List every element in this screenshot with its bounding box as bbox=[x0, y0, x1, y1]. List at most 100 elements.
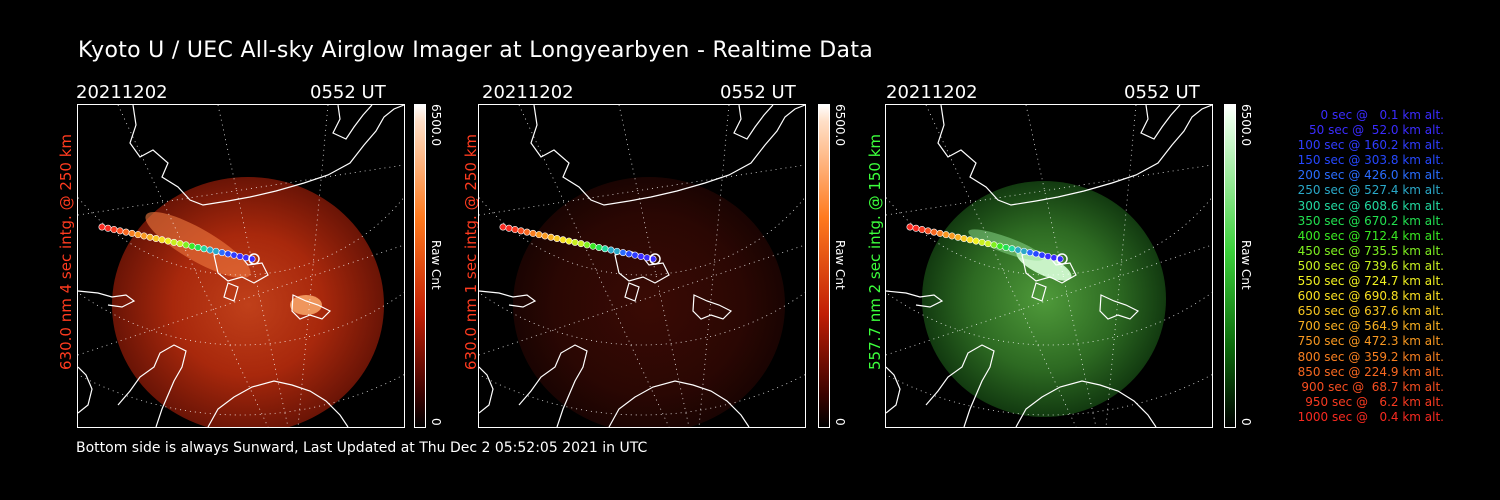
track-point bbox=[637, 252, 645, 260]
legend-item: 700 sec @ 564.9 km alt. bbox=[1297, 319, 1444, 334]
track-point bbox=[134, 231, 142, 239]
track-point bbox=[583, 241, 591, 249]
track-point bbox=[607, 246, 615, 254]
legend-item: 300 sec @ 608.6 km alt. bbox=[1297, 198, 1444, 213]
legend-item: 250 sec @ 527.4 km alt. bbox=[1297, 183, 1444, 198]
panel-2-cbar-min: 0 bbox=[833, 418, 847, 426]
track-point bbox=[547, 233, 555, 241]
track-point bbox=[1002, 243, 1010, 251]
legend-item: 600 sec @ 690.8 km alt. bbox=[1297, 289, 1444, 304]
track-point bbox=[978, 238, 986, 246]
track-point bbox=[194, 243, 202, 251]
track-point bbox=[1044, 252, 1052, 260]
track-point bbox=[1038, 251, 1046, 259]
page-title: Kyoto U / UEC All-sky Airglow Imager at … bbox=[78, 38, 874, 63]
track-point bbox=[996, 242, 1004, 250]
track-point bbox=[176, 240, 184, 248]
track-point bbox=[110, 226, 118, 234]
track-point bbox=[643, 254, 651, 262]
panel-1-ylabel: 630.0 nm 4 sec intg. @ 250 km bbox=[57, 133, 75, 370]
track-point bbox=[619, 249, 627, 257]
legend-item: 950 sec @ 6.2 km alt. bbox=[1305, 394, 1444, 409]
track-point bbox=[535, 231, 543, 239]
panel-3-cbar-max: 6500.0 bbox=[1239, 104, 1253, 146]
legend-item: 500 sec @ 739.6 km alt. bbox=[1297, 258, 1444, 273]
track-point bbox=[577, 240, 585, 248]
track-point bbox=[972, 237, 980, 245]
legend-item: 750 sec @ 472.3 km alt. bbox=[1297, 334, 1444, 349]
track-point bbox=[182, 241, 190, 249]
panel-3-colorbar bbox=[1224, 104, 1236, 428]
track-point bbox=[936, 229, 944, 237]
track-point bbox=[942, 231, 950, 239]
track-point bbox=[553, 235, 561, 243]
legend-item: 150 sec @ 303.8 km alt. bbox=[1297, 153, 1444, 168]
legend-item: 400 sec @ 712.4 km alt. bbox=[1297, 228, 1444, 243]
track-point bbox=[122, 228, 130, 236]
track-point bbox=[930, 228, 938, 236]
track-point bbox=[224, 250, 232, 258]
track-point bbox=[152, 235, 160, 243]
track-point bbox=[529, 229, 537, 237]
panel-1-image bbox=[77, 104, 405, 428]
track-point bbox=[1032, 250, 1040, 258]
track-point bbox=[140, 232, 148, 240]
track-point bbox=[164, 237, 172, 245]
panel-1-cbar-min: 0 bbox=[429, 418, 443, 426]
track-point bbox=[595, 243, 603, 251]
panel-2-cbar-label: Raw Cnt bbox=[833, 240, 847, 290]
track-point bbox=[625, 250, 633, 258]
allsky-image bbox=[513, 177, 785, 427]
track-point bbox=[200, 245, 208, 253]
track-point bbox=[242, 254, 250, 262]
track-point bbox=[631, 251, 639, 259]
track-point bbox=[1050, 254, 1058, 262]
panel-3-time: 0552 UT bbox=[1124, 82, 1200, 103]
altitude-legend: 0 sec @ 0.1 km alt. 50 sec @ 52.0 km alt.… bbox=[1258, 108, 1444, 425]
footer-note: Bottom side is always Sunward, Last Upda… bbox=[76, 440, 648, 456]
track-point bbox=[188, 242, 196, 250]
track-point bbox=[559, 236, 567, 244]
track-point bbox=[990, 241, 998, 249]
panel-3-image bbox=[885, 104, 1213, 428]
track-point bbox=[116, 227, 124, 235]
track-point bbox=[1020, 247, 1028, 255]
panel-2-time: 0552 UT bbox=[720, 82, 796, 103]
legend-item: 850 sec @ 224.9 km alt. bbox=[1297, 364, 1444, 379]
track-point bbox=[523, 228, 531, 236]
legend-item: 0 sec @ 0.1 km alt. bbox=[1320, 108, 1445, 122]
panel-2-date: 20211202 bbox=[482, 82, 574, 103]
track-point bbox=[212, 247, 220, 255]
panel-1-date: 20211202 bbox=[76, 82, 168, 103]
track-point bbox=[912, 224, 920, 232]
track-point bbox=[924, 227, 932, 235]
legend-item: 1000 sec @ 0.4 km alt. bbox=[1297, 409, 1444, 424]
panel-1-cbar-max: 6500.0 bbox=[429, 104, 443, 146]
track-point bbox=[960, 235, 968, 243]
panel-2-cbar-max: 6500.0 bbox=[833, 104, 847, 146]
track-point bbox=[613, 247, 621, 255]
panel-3-date: 20211202 bbox=[886, 82, 978, 103]
track-point bbox=[1026, 249, 1034, 257]
legend-item: 450 sec @ 735.5 km alt. bbox=[1297, 243, 1444, 258]
track-point bbox=[505, 224, 513, 232]
track-point bbox=[236, 252, 244, 260]
track-point bbox=[589, 242, 597, 250]
track-point bbox=[565, 237, 573, 245]
legend-item: 900 sec @ 68.7 km alt. bbox=[1301, 379, 1444, 394]
track-point bbox=[104, 224, 112, 232]
track-point bbox=[948, 232, 956, 240]
legend-item: 50 sec @ 52.0 km alt. bbox=[1309, 123, 1444, 138]
panel-1-colorbar bbox=[414, 104, 426, 428]
track-point bbox=[601, 245, 609, 253]
track-point bbox=[206, 246, 214, 254]
track-point bbox=[158, 236, 166, 244]
track-point bbox=[146, 233, 154, 241]
legend-item: 350 sec @ 670.2 km alt. bbox=[1297, 213, 1444, 228]
track-point bbox=[541, 232, 549, 240]
track-point bbox=[230, 251, 238, 259]
track-point bbox=[1014, 246, 1022, 254]
track-point bbox=[511, 226, 519, 234]
panel-2-colorbar bbox=[818, 104, 830, 428]
panel-3-cbar-min: 0 bbox=[1239, 418, 1253, 426]
